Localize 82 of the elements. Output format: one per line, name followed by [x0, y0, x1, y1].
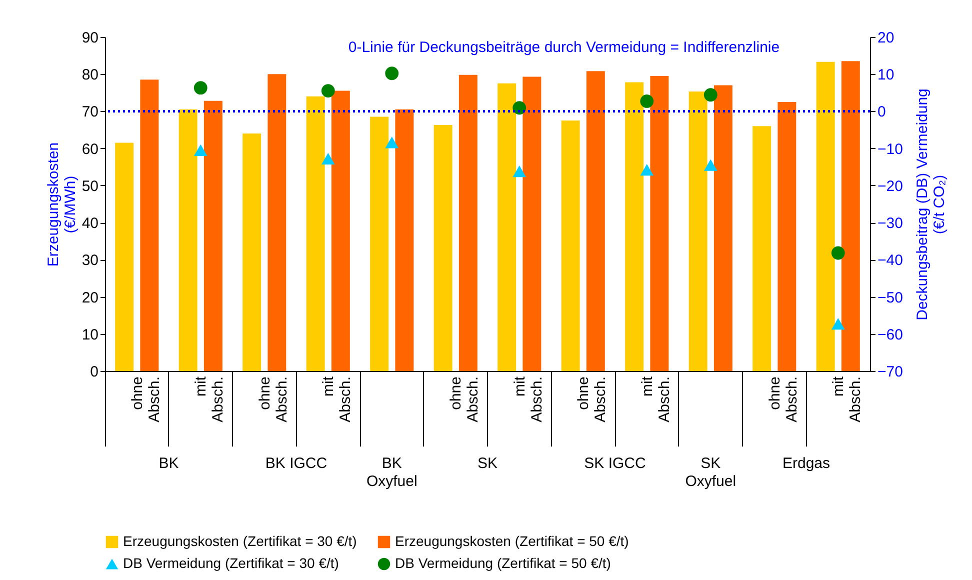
y2-tick-label: 20: [878, 30, 894, 46]
bar: [434, 124, 452, 371]
bar: [625, 82, 644, 371]
x-tick-label: ohne Absch.: [575, 376, 610, 422]
y-tick-label: 90: [82, 30, 98, 46]
legend-label: Erzeugungskosten (Zertifikat = 30 €/t): [123, 533, 357, 549]
y2-tick-label: −20: [878, 178, 903, 195]
point: [512, 101, 526, 115]
y-axis-title: Erzeugungskosten (€/MWh): [44, 142, 79, 267]
bar: [714, 85, 732, 371]
point: [385, 136, 399, 148]
y-tick-label: 30: [82, 252, 98, 270]
y2-tick-label: −60: [878, 326, 903, 344]
text: BK Oxyfuel: [366, 455, 418, 490]
x-tick-label: ohne Absch.: [256, 376, 290, 422]
x-tick-label: mit Absch.: [511, 376, 546, 422]
bar: [752, 126, 772, 371]
point: [640, 164, 654, 176]
point: [831, 246, 845, 260]
bar: [778, 102, 796, 371]
bar: [140, 80, 159, 371]
y-tick-label: 10: [82, 326, 98, 344]
y2-axis-title: Deckungsbeitrag (DB) Vermeidung (€/t CO₂): [914, 88, 948, 320]
legend-label: Erzeugungskosten (Zertifikat = 50 €/t): [395, 533, 629, 549]
bar: [242, 133, 262, 371]
bar: [268, 74, 286, 371]
text: SK Oxyfuel: [685, 455, 736, 490]
point: [704, 88, 718, 102]
y2-tick-label: 10: [878, 66, 894, 84]
bar: [650, 76, 669, 371]
y2-tick-label: −30: [878, 215, 903, 232]
y-tick-label: 0: [90, 364, 98, 380]
text: SK: [477, 455, 498, 472]
bar: [841, 61, 860, 371]
bar: [204, 100, 222, 371]
point: [831, 318, 845, 330]
text: Erdgas: [782, 455, 830, 472]
bar: [331, 90, 350, 371]
y-tick-label: 70: [82, 104, 98, 121]
bar: [522, 76, 542, 371]
y-tick-label: 80: [82, 66, 98, 84]
bar: [816, 62, 835, 371]
point: [321, 84, 335, 98]
y2-tick-label: 0: [878, 104, 886, 121]
y-tick-label: 50: [82, 178, 98, 195]
x-tick-label: ohne Absch.: [448, 376, 482, 422]
point: [385, 66, 399, 80]
legend-label: DB Vermeidung (Zertifikat = 30 €/t): [123, 555, 339, 571]
bar: [561, 120, 580, 371]
text: BK IGCC: [265, 455, 328, 472]
bar: [115, 142, 134, 371]
bar: [458, 74, 478, 371]
bar: [688, 92, 708, 371]
text: SK IGCC: [584, 455, 646, 472]
point: [640, 94, 654, 108]
y-tick-label: 60: [82, 140, 98, 158]
bar: [498, 83, 516, 371]
y2-tick-label: −50: [878, 289, 903, 306]
bar: [306, 96, 325, 371]
point: [704, 159, 718, 171]
point: [194, 144, 208, 156]
x-tick-label: ohne Absch.: [766, 376, 800, 422]
legend-label: DB Vermeidung (Zertifikat = 50 €/t): [395, 555, 611, 571]
point: [512, 166, 526, 178]
y-tick-label: 20: [82, 289, 98, 306]
bar: [586, 71, 605, 371]
y2-tick-label: −40: [878, 252, 903, 270]
x-tick-label: mit Absch.: [638, 376, 673, 422]
x-tick-label: mit Absch.: [320, 376, 354, 422]
point: [321, 152, 335, 165]
bar: [370, 116, 389, 371]
y2-tick-label: −10: [878, 140, 903, 158]
bar: [178, 109, 198, 371]
text: BK: [158, 455, 179, 472]
y-tick-label: 40: [82, 215, 98, 232]
y2-tick-label: −70: [878, 364, 903, 380]
x-tick-label: ohne Absch.: [128, 376, 163, 422]
x-tick-label: mit Absch.: [192, 376, 227, 422]
bar: [395, 109, 414, 371]
ref-line-label: 0-Linie für Deckungsbeiträge durch Vermeidung = Indifferenzlinie: [348, 39, 780, 56]
point: [194, 81, 208, 95]
x-tick-label: mit Absch.: [830, 376, 864, 422]
